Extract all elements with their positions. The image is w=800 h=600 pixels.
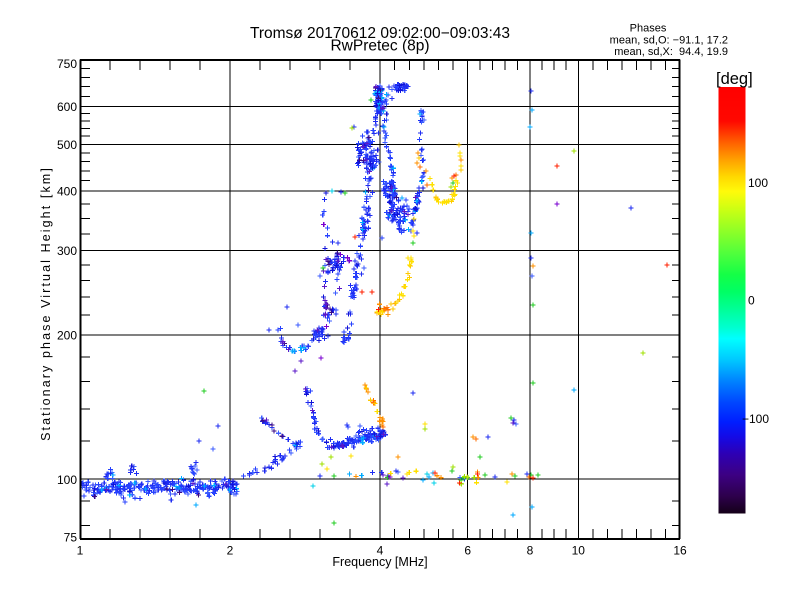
svg-text:Tromsø 20170612 09:02:00−09:03: Tromsø 20170612 09:02:00−09:03:43 bbox=[250, 25, 510, 42]
svg-text:200: 200 bbox=[57, 329, 77, 343]
svg-text:750: 750 bbox=[57, 57, 77, 71]
svg-text:75: 75 bbox=[64, 531, 78, 545]
svg-text:100: 100 bbox=[57, 473, 77, 487]
svg-text:1: 1 bbox=[77, 544, 84, 558]
svg-text:400: 400 bbox=[57, 184, 77, 198]
svg-text:Frequency [MHz]: Frequency [MHz] bbox=[332, 555, 427, 569]
svg-text:RwPretec (8p): RwPretec (8p) bbox=[330, 38, 429, 55]
svg-text:2: 2 bbox=[227, 544, 234, 558]
svg-text:10: 10 bbox=[572, 544, 586, 558]
svg-text:4: 4 bbox=[377, 544, 384, 558]
svg-text:300: 300 bbox=[57, 244, 77, 258]
svg-text:−100: −100 bbox=[742, 412, 769, 426]
svg-text:6: 6 bbox=[464, 544, 471, 558]
svg-text:[deg]: [deg] bbox=[716, 70, 753, 88]
svg-text:600: 600 bbox=[57, 100, 77, 114]
svg-text:mean, sd,X: 94.4, 19.9: mean, sd,X: 94.4, 19.9 bbox=[614, 46, 728, 58]
svg-text:8: 8 bbox=[527, 544, 534, 558]
svg-text:Phases: Phases bbox=[630, 23, 667, 35]
svg-text:16: 16 bbox=[673, 544, 687, 558]
svg-text:mean, sd,O: −91.1, 17.2: mean, sd,O: −91.1, 17.2 bbox=[610, 35, 728, 47]
svg-text:100: 100 bbox=[748, 176, 768, 190]
svg-text:500: 500 bbox=[57, 138, 77, 152]
svg-text:Stationary phase Virtual Heigh: Stationary phase Virtual Height [km] bbox=[39, 166, 53, 441]
svg-text:0: 0 bbox=[748, 294, 755, 308]
